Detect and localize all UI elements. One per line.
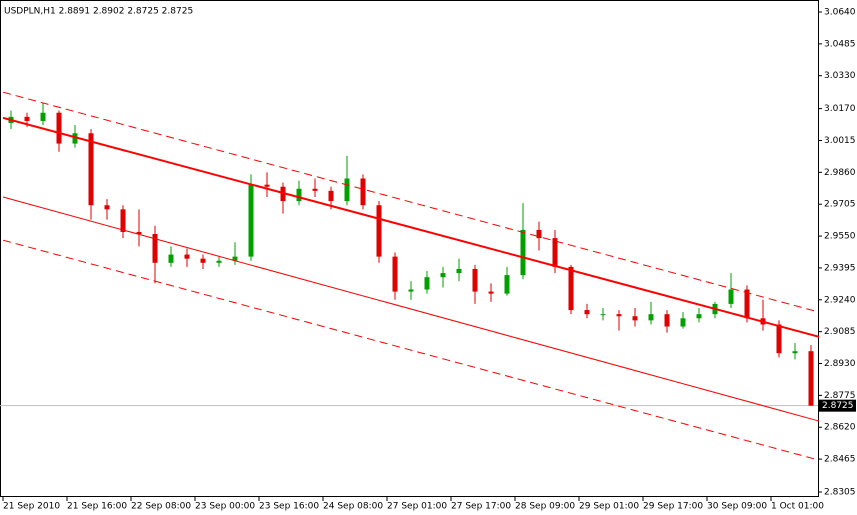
candle-body (216, 260, 222, 263)
y-tick-label: 2.8465 (824, 455, 856, 465)
candle-body (456, 268, 462, 274)
y-tick-label: 2.8305 (824, 488, 856, 498)
x-tick-label: 29 Sep 01:00 (579, 502, 639, 512)
y-tick-label: 3.0015 (824, 136, 856, 146)
candle-body (40, 112, 46, 121)
candle-body (296, 188, 302, 202)
candle-body (696, 314, 702, 319)
current-price-label: 2.8725 (822, 401, 854, 411)
y-tick-label: 3.0485 (824, 39, 856, 49)
y-tick-label: 2.9240 (824, 295, 856, 305)
x-tick-label: 30 Sep 09:00 (707, 502, 767, 512)
candle-body (808, 351, 814, 406)
channel-line (2, 116, 820, 338)
candle-body (504, 275, 510, 294)
x-tick-label: 27 Sep 17:00 (451, 502, 511, 512)
y-tick-label: 2.9395 (824, 263, 856, 273)
candle-body (152, 234, 158, 263)
candle-body (600, 314, 606, 316)
y-tick-label: 2.8775 (824, 391, 856, 401)
candle-body (664, 314, 670, 327)
candle-body (232, 256, 238, 261)
candle-body (24, 116, 30, 121)
candle-body (568, 266, 574, 311)
x-tick-label: 27 Sep 01:00 (387, 502, 447, 512)
candle-body (360, 178, 366, 206)
candle-body (168, 254, 174, 263)
y-tick-label: 3.0170 (824, 104, 856, 114)
candle-body (56, 112, 62, 144)
candle-body (88, 133, 94, 206)
x-tick-label: 24 Sep 08:00 (323, 502, 383, 512)
candle-body (744, 289, 750, 319)
candle-body (616, 314, 622, 317)
candle-body (648, 314, 654, 321)
chart-title: USDPLN,H1 2.8891 2.8902 2.8725 2.8725 (4, 7, 193, 17)
candle-body (488, 291, 494, 294)
x-tick-label: 23 Sep 16:00 (259, 502, 319, 512)
y-tick-label: 2.9705 (824, 200, 856, 210)
x-tick-label: 23 Sep 00:00 (195, 502, 255, 512)
candle-body (472, 268, 478, 292)
x-tick-label: 28 Sep 09:00 (515, 502, 575, 512)
candle-body (264, 184, 270, 187)
candle-body (392, 256, 398, 292)
candle-body (584, 310, 590, 315)
candle-body (200, 258, 206, 263)
candle-body (440, 273, 446, 278)
candle-body (376, 205, 382, 257)
channel-line (2, 91, 820, 313)
y-tick-label: 2.8620 (824, 423, 856, 433)
y-tick-label: 2.9085 (824, 327, 856, 337)
current-price-box (819, 399, 856, 412)
candle-body (776, 324, 782, 354)
candle-body (248, 184, 254, 257)
candle-body (536, 229, 542, 239)
y-tick-label: 2.9550 (824, 232, 856, 242)
candle-body (424, 277, 430, 290)
x-tick-label: 21 Sep 2010 (3, 502, 60, 512)
candle-body (184, 254, 190, 259)
candle-body (728, 289, 734, 304)
y-tick-label: 3.0640 (824, 8, 856, 18)
channel-line (2, 239, 820, 461)
channel-line (2, 196, 820, 422)
candle-body (136, 231, 142, 235)
candle-body (344, 178, 350, 202)
candle-body (680, 318, 686, 327)
candle-body (72, 133, 78, 144)
candle-body (312, 188, 318, 191)
candle-body (104, 205, 110, 210)
x-tick-label: 22 Sep 08:00 (131, 502, 191, 512)
x-tick-label: 29 Sep 17:00 (643, 502, 703, 512)
candle-body (792, 351, 798, 354)
candle-body (408, 289, 414, 292)
candle-body (552, 238, 558, 267)
candle-body (632, 316, 638, 321)
plot-frame (0, 0, 819, 497)
x-tick-label: 1 Oct 01:00 (771, 502, 824, 512)
candle-body (328, 190, 334, 202)
y-tick-label: 2.8930 (824, 359, 856, 369)
y-tick-label: 3.0330 (824, 71, 856, 81)
x-tick-label: 21 Sep 16:00 (67, 502, 127, 512)
candle-body (520, 229, 526, 276)
y-tick-label: 2.9860 (824, 168, 856, 178)
candle-body (120, 209, 126, 232)
